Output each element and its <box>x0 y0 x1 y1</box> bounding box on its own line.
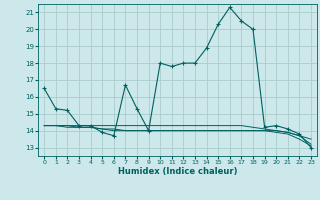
X-axis label: Humidex (Indice chaleur): Humidex (Indice chaleur) <box>118 167 237 176</box>
